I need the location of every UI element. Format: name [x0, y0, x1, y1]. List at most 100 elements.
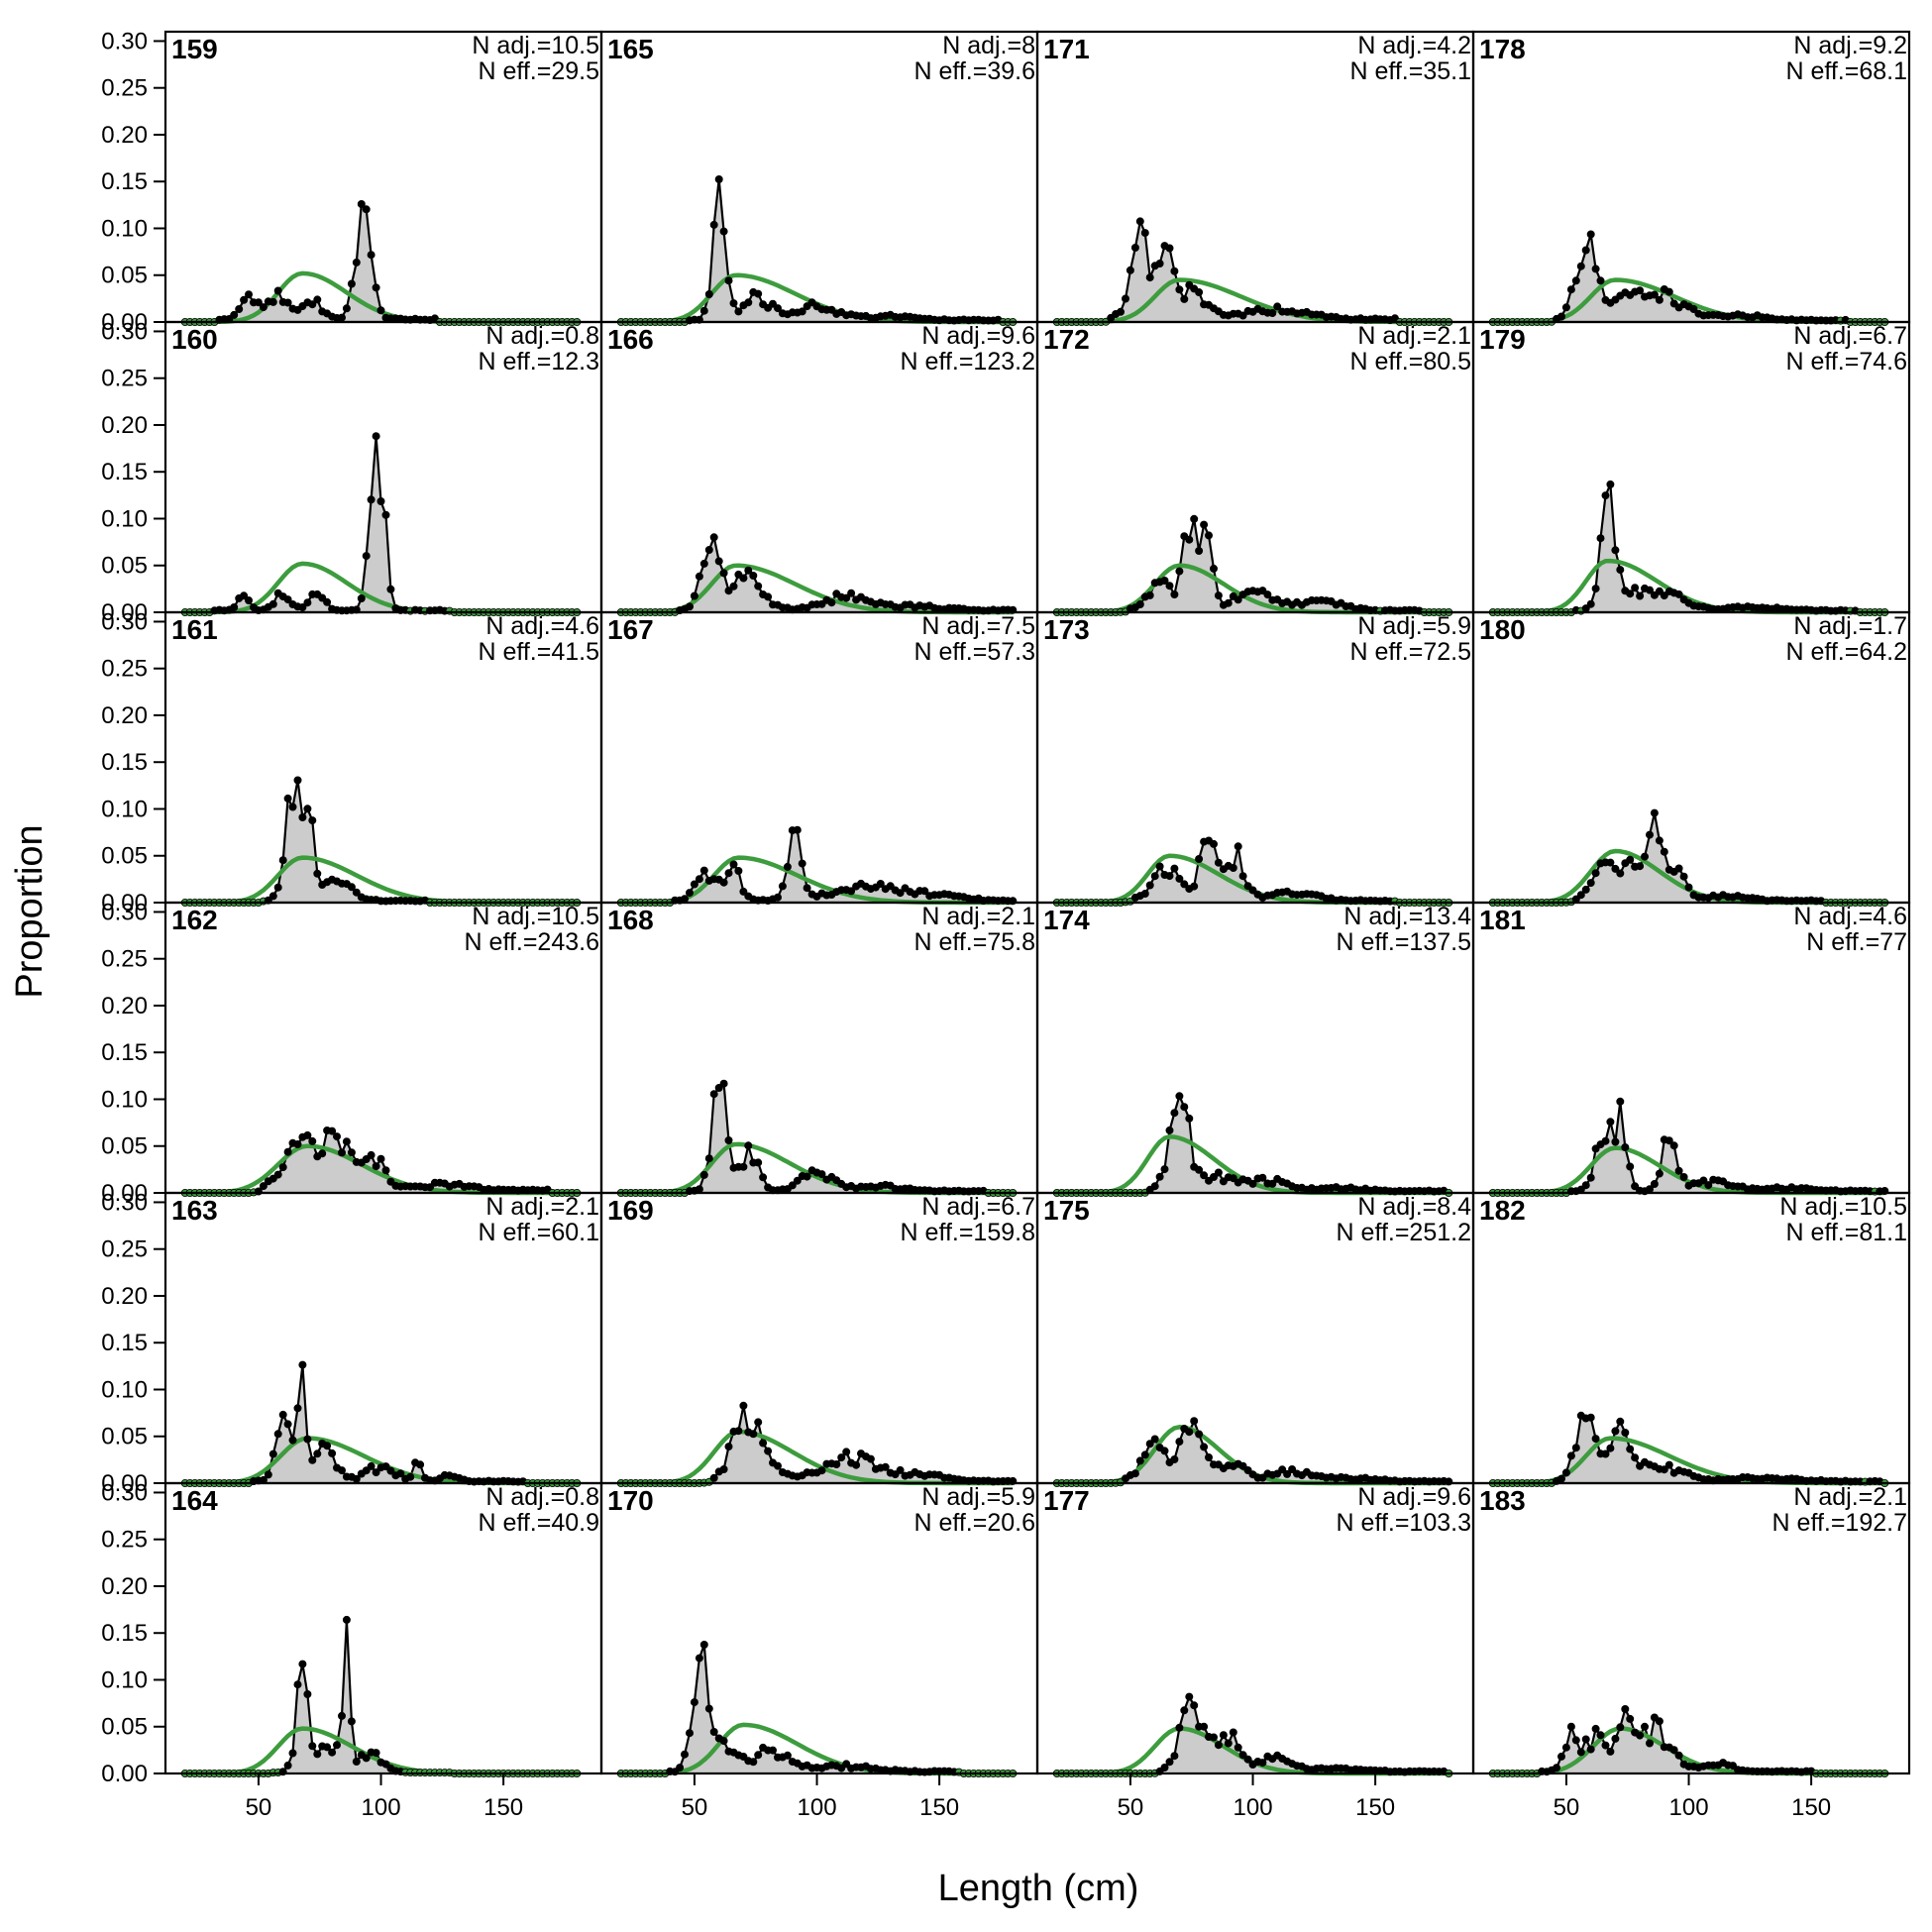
observed-point: [1655, 836, 1664, 845]
n-adj-label: N adj.=9.2: [1793, 32, 1907, 59]
observed-point: [1180, 294, 1189, 303]
observed-point: [774, 893, 783, 902]
observed-point: [323, 1743, 332, 1752]
observed-point: [1180, 1103, 1189, 1112]
observed-point: [362, 1754, 371, 1763]
observed-point: [783, 1751, 792, 1760]
observed-point: [709, 1728, 718, 1737]
observed-point: [283, 595, 292, 604]
observed-point: [259, 303, 268, 312]
x-tick-label: 50: [1554, 1794, 1580, 1821]
n-eff-label: N eff.=103.3: [1337, 1509, 1471, 1537]
observed-point: [1650, 1180, 1659, 1189]
observed-point: [1234, 1743, 1242, 1752]
y-tick-label: 0.00: [101, 309, 148, 336]
n-eff-label: N eff.=77: [1806, 928, 1907, 956]
observed-point: [1631, 584, 1640, 592]
observed-point: [1684, 883, 1693, 892]
observed-point: [1571, 1444, 1580, 1452]
observed-point: [1655, 1169, 1664, 1178]
observed-point: [367, 1461, 376, 1470]
observed-point: [240, 295, 249, 304]
observed-point: [1195, 1165, 1204, 1174]
observed-point: [1214, 858, 1223, 867]
observed-point: [1664, 1136, 1673, 1145]
panel-165: 165 N adj.=8N eff.=39.6: [599, 30, 1039, 326]
observed-point: [308, 300, 317, 309]
observed-point: [1122, 294, 1130, 303]
panel-frame: [1471, 1481, 1911, 1775]
observed-point: [881, 1462, 890, 1471]
observed-point: [1566, 285, 1575, 294]
observed-point: [817, 1466, 826, 1475]
observed-point: [1616, 1417, 1625, 1426]
observed-point: [367, 1150, 376, 1159]
observed-line: [1056, 1093, 1449, 1195]
n-eff-label: N eff.=29.5: [478, 57, 599, 85]
observed-point: [1165, 582, 1174, 590]
observed-point: [1611, 864, 1620, 873]
panel-label: 177: [1043, 1485, 1090, 1516]
observed-point: [1664, 287, 1673, 296]
observed-point: [749, 1430, 758, 1439]
observed-point: [1669, 1141, 1678, 1150]
observed-point: [303, 1690, 312, 1699]
panel-159: 159 N adj.=10.5N eff.=29.5: [163, 30, 603, 326]
x-tick-label: 150: [1791, 1794, 1831, 1821]
y-tick-label: 0.00: [101, 1761, 148, 1787]
observed-point: [1200, 1171, 1209, 1180]
panel-label: 165: [607, 34, 654, 64]
observed-point: [1591, 1435, 1600, 1444]
observed-point: [1205, 531, 1214, 540]
observed-point: [342, 1137, 351, 1146]
observed-point: [1234, 842, 1242, 851]
observed-point: [1210, 839, 1219, 848]
y-tick-label: 0.10: [101, 796, 148, 822]
observed-point: [709, 1090, 718, 1099]
observed-point: [1130, 1469, 1139, 1478]
observed-point: [283, 298, 292, 307]
observed-line: [1492, 483, 1885, 614]
observed-point: [793, 1176, 802, 1185]
observed-point: [1195, 287, 1204, 296]
observed-point: [1224, 1739, 1233, 1748]
x-tick-label: 100: [1234, 1794, 1273, 1821]
observed-point: [1660, 1465, 1668, 1474]
observed-point: [686, 889, 695, 898]
observed-point: [1175, 1723, 1184, 1732]
observed-point: [827, 598, 836, 607]
observed-point: [381, 1166, 390, 1175]
observed-point: [896, 889, 905, 898]
observed-point: [323, 1442, 332, 1450]
observed-point: [1689, 304, 1698, 313]
panel-169: 169 N adj.=6.7N eff.=159.8: [599, 1191, 1039, 1488]
n-adj-label: N adj.=5.9: [1357, 612, 1471, 640]
observed-point: [328, 1748, 337, 1757]
observed-point: [699, 306, 708, 315]
x-axis: 50 100 150 50 100 150 50 100 150 50 100 150: [246, 1773, 1831, 1821]
observed-point: [1288, 1465, 1297, 1474]
observed-point: [832, 1460, 841, 1469]
observed-point: [690, 1698, 698, 1707]
observed-point: [1210, 1733, 1219, 1742]
observed-point: [347, 1148, 356, 1157]
observed-point: [1674, 590, 1683, 598]
observed-point: [714, 174, 723, 183]
observed-point: [1175, 1438, 1184, 1447]
observed-point: [357, 594, 366, 603]
observed-point: [1581, 1181, 1590, 1190]
x-tick-label: 150: [1355, 1794, 1395, 1821]
panel-label: 168: [607, 905, 654, 935]
observed-point: [1195, 1430, 1204, 1439]
observed-point: [704, 1704, 713, 1713]
observed-point: [1258, 1173, 1267, 1182]
observed-point: [1135, 600, 1144, 609]
observed-point: [1160, 1165, 1169, 1174]
observed-point: [734, 867, 743, 876]
observed-point: [744, 566, 753, 575]
observed-point: [1586, 879, 1595, 888]
observed-point: [1210, 564, 1219, 573]
panel-label: 170: [607, 1485, 654, 1516]
observed-point: [1117, 307, 1126, 316]
